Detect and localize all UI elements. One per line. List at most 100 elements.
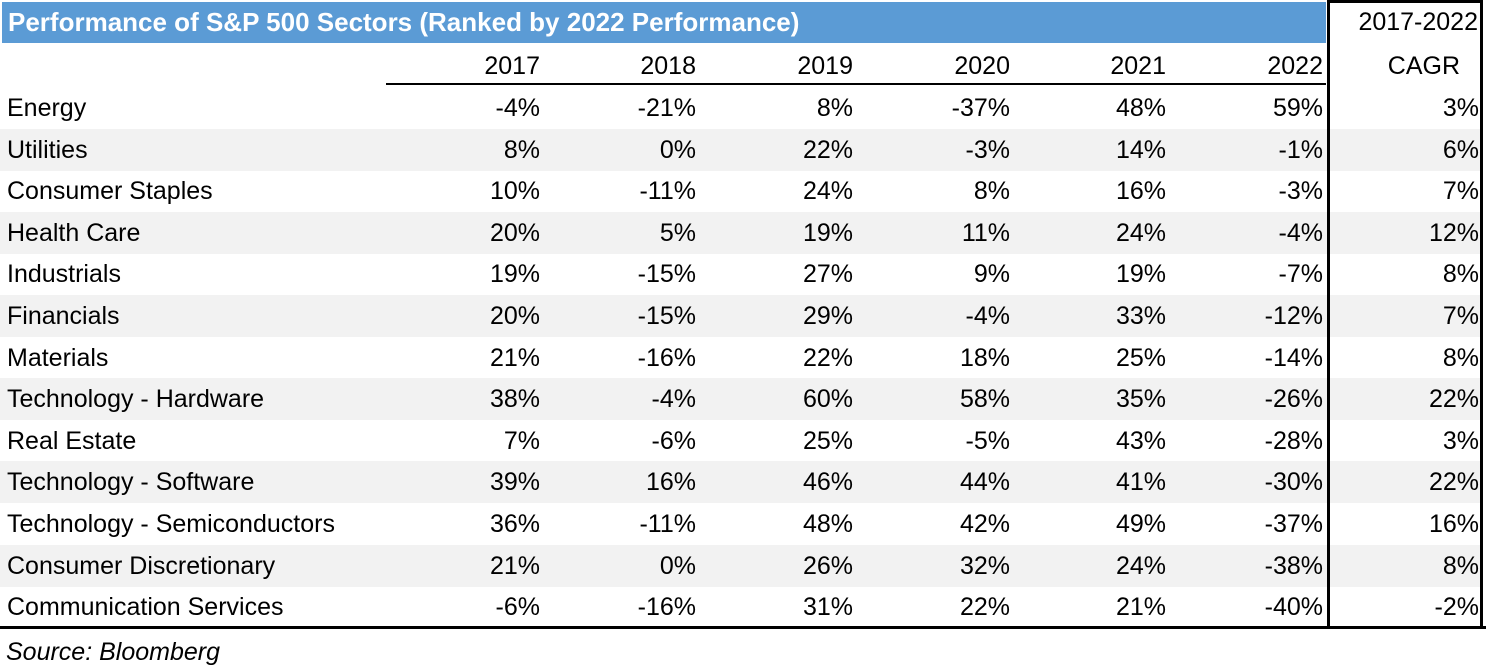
value-2017: 19% — [489, 260, 540, 289]
value-2022: -30% — [1264, 468, 1323, 497]
sector-name: Energy — [7, 94, 87, 122]
value-2017: -6% — [495, 593, 540, 622]
value-2020: 18% — [959, 343, 1010, 372]
value-2021: 21% — [1115, 593, 1166, 622]
value-2019: 31% — [802, 593, 853, 622]
value-2019: 48% — [802, 510, 853, 538]
sector-name: Real Estate — [7, 426, 137, 455]
cagr-header-line-2: CAGR — [1387, 52, 1460, 80]
value-2017: 20% — [489, 302, 540, 330]
sector-name: Communication Services — [7, 593, 284, 622]
value-2017: 36% — [489, 510, 540, 538]
sector-name: Health Care — [7, 218, 141, 247]
value-2017: -4% — [495, 94, 540, 122]
value-2017: 20% — [489, 218, 540, 247]
value-2019: 22% — [802, 343, 853, 372]
value-2020: 44% — [959, 468, 1010, 497]
cagr-column-border — [1327, 0, 1483, 627]
cagr-value: 8% — [1442, 260, 1479, 289]
year-header-2019: 2019 — [797, 52, 853, 80]
table-row: Technology - Semiconductors 36% -11% 48% 42%… — [0, 503, 1483, 545]
table-row: Technology - Software 39% 16% 46% 44% 41% -30%… — [0, 461, 1483, 504]
value-2020: 42% — [959, 510, 1010, 538]
cagr-value: -2% — [1434, 593, 1479, 622]
value-2019: 27% — [802, 260, 853, 289]
value-2019: 25% — [802, 426, 853, 455]
value-2021: 25% — [1115, 343, 1166, 372]
value-2020: -5% — [965, 426, 1010, 455]
sector-name: Utilities — [7, 135, 88, 164]
table-bottom-border — [0, 626, 1486, 629]
table-title: Performance of S&P 500 Sectors (Ranked b… — [2, 2, 1326, 43]
value-2020: 9% — [973, 260, 1010, 289]
value-2019: 26% — [802, 551, 853, 580]
value-2021: 19% — [1115, 260, 1166, 289]
value-2020: -37% — [951, 94, 1010, 122]
value-2022: -40% — [1264, 593, 1323, 622]
header-underline — [386, 83, 1326, 85]
value-2020: 11% — [961, 218, 1010, 247]
year-header-2021: 2021 — [1110, 52, 1166, 80]
sector-name: Consumer Discretionary — [7, 551, 276, 580]
table-row: Communication Services -6% -16% 31% 22% 21% -4… — [0, 586, 1483, 628]
sector-name: Industrials — [7, 260, 121, 289]
value-2018: 16% — [645, 468, 696, 497]
cagr-header-line-1: 2017-2022 — [1358, 8, 1478, 36]
value-2017: 21% — [489, 343, 540, 372]
table-row: Real Estate 7% -6% 25% -5% 43% -28% 3% — [0, 420, 1483, 462]
value-2019: 24% — [802, 177, 853, 206]
table-row: Health Care 20% 5% 19% 11% 24% -4% 12% — [0, 211, 1483, 254]
value-2021: 24% — [1115, 551, 1166, 580]
value-2021: 16% — [1115, 177, 1166, 206]
value-2017: 10% — [489, 177, 540, 206]
value-2022: -38% — [1264, 551, 1323, 580]
value-2022: -4% — [1278, 218, 1323, 247]
value-2021: 41% — [1115, 468, 1166, 497]
cagr-value: 7% — [1442, 177, 1479, 206]
value-2022: -28% — [1264, 426, 1323, 455]
value-2018: -11% — [639, 177, 696, 206]
table-row: Technology - Hardware 38% -4% 60% 58% 35% -26%… — [0, 378, 1483, 421]
value-2018: -4% — [651, 385, 696, 414]
value-2019: 60% — [802, 385, 853, 414]
cagr-value: 8% — [1442, 551, 1479, 580]
value-2020: 8% — [973, 177, 1010, 206]
table-row: Energy -4% -21% 8% -37% 48% 59% 3% — [0, 87, 1483, 129]
year-header-2018: 2018 — [640, 52, 696, 80]
cagr-value: 22% — [1428, 385, 1479, 414]
table-row: Utilities 8% 0% 22% -3% 14% -1% 6% — [0, 128, 1483, 171]
cagr-value: 22% — [1428, 468, 1479, 497]
value-2018: -21% — [637, 94, 696, 122]
value-2019: 29% — [802, 302, 853, 330]
value-2018: 5% — [659, 218, 696, 247]
table-row: Consumer Discretionary 21% 0% 26% 32% 24% -38%… — [0, 544, 1483, 587]
value-2021: 35% — [1115, 385, 1166, 414]
value-2022: 59% — [1272, 94, 1323, 122]
value-2017: 39% — [489, 468, 540, 497]
sector-name: Technology - Software — [7, 468, 255, 497]
value-2021: 14% — [1115, 135, 1166, 164]
year-header-2022: 2022 — [1267, 52, 1323, 80]
sector-name: Consumer Staples — [7, 177, 213, 206]
value-2021: 24% — [1115, 218, 1166, 247]
value-2022: -26% — [1264, 385, 1323, 414]
value-2020: -4% — [965, 302, 1010, 330]
value-2021: 43% — [1115, 426, 1166, 455]
value-2019: 22% — [802, 135, 853, 164]
value-2018: 0% — [659, 135, 696, 164]
sector-name: Materials — [7, 343, 109, 372]
cagr-value: 6% — [1442, 135, 1479, 164]
cagr-value: 7% — [1442, 302, 1479, 330]
value-2019: 19% — [802, 218, 853, 247]
value-2017: 7% — [503, 426, 540, 455]
value-2021: 48% — [1115, 94, 1166, 122]
value-2018: -11% — [639, 510, 696, 538]
table-row: Consumer Staples 10% -11% 24% 8% 16% -3% 7% — [0, 170, 1483, 212]
value-2018: -6% — [651, 426, 696, 455]
value-2017: 38% — [489, 385, 540, 414]
value-2019: 8% — [816, 94, 853, 122]
value-2022: -7% — [1278, 260, 1323, 289]
value-2020: 58% — [959, 385, 1010, 414]
year-header-2017: 2017 — [484, 52, 540, 80]
cagr-value: 3% — [1442, 426, 1479, 455]
